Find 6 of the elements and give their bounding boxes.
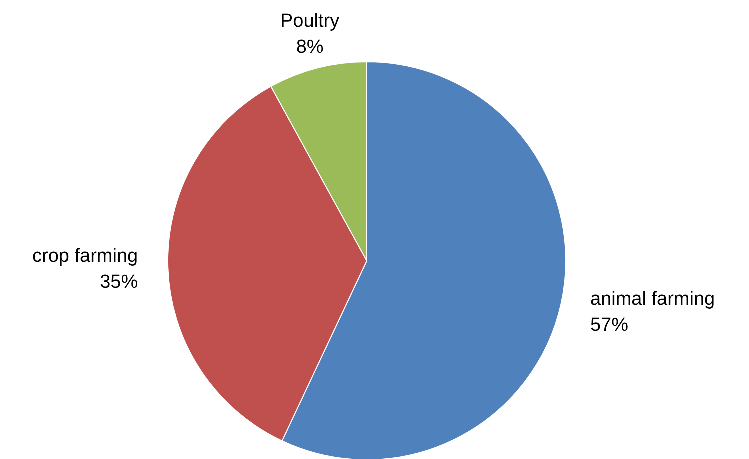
slice-label: Poultry bbox=[280, 11, 340, 32]
data-label: 35% bbox=[100, 272, 138, 294]
data-label: 8% bbox=[296, 37, 324, 58]
data-label: 57% bbox=[590, 314, 629, 336]
slice-label: animal farming bbox=[590, 288, 716, 310]
slice-label: crop farming bbox=[32, 246, 138, 268]
